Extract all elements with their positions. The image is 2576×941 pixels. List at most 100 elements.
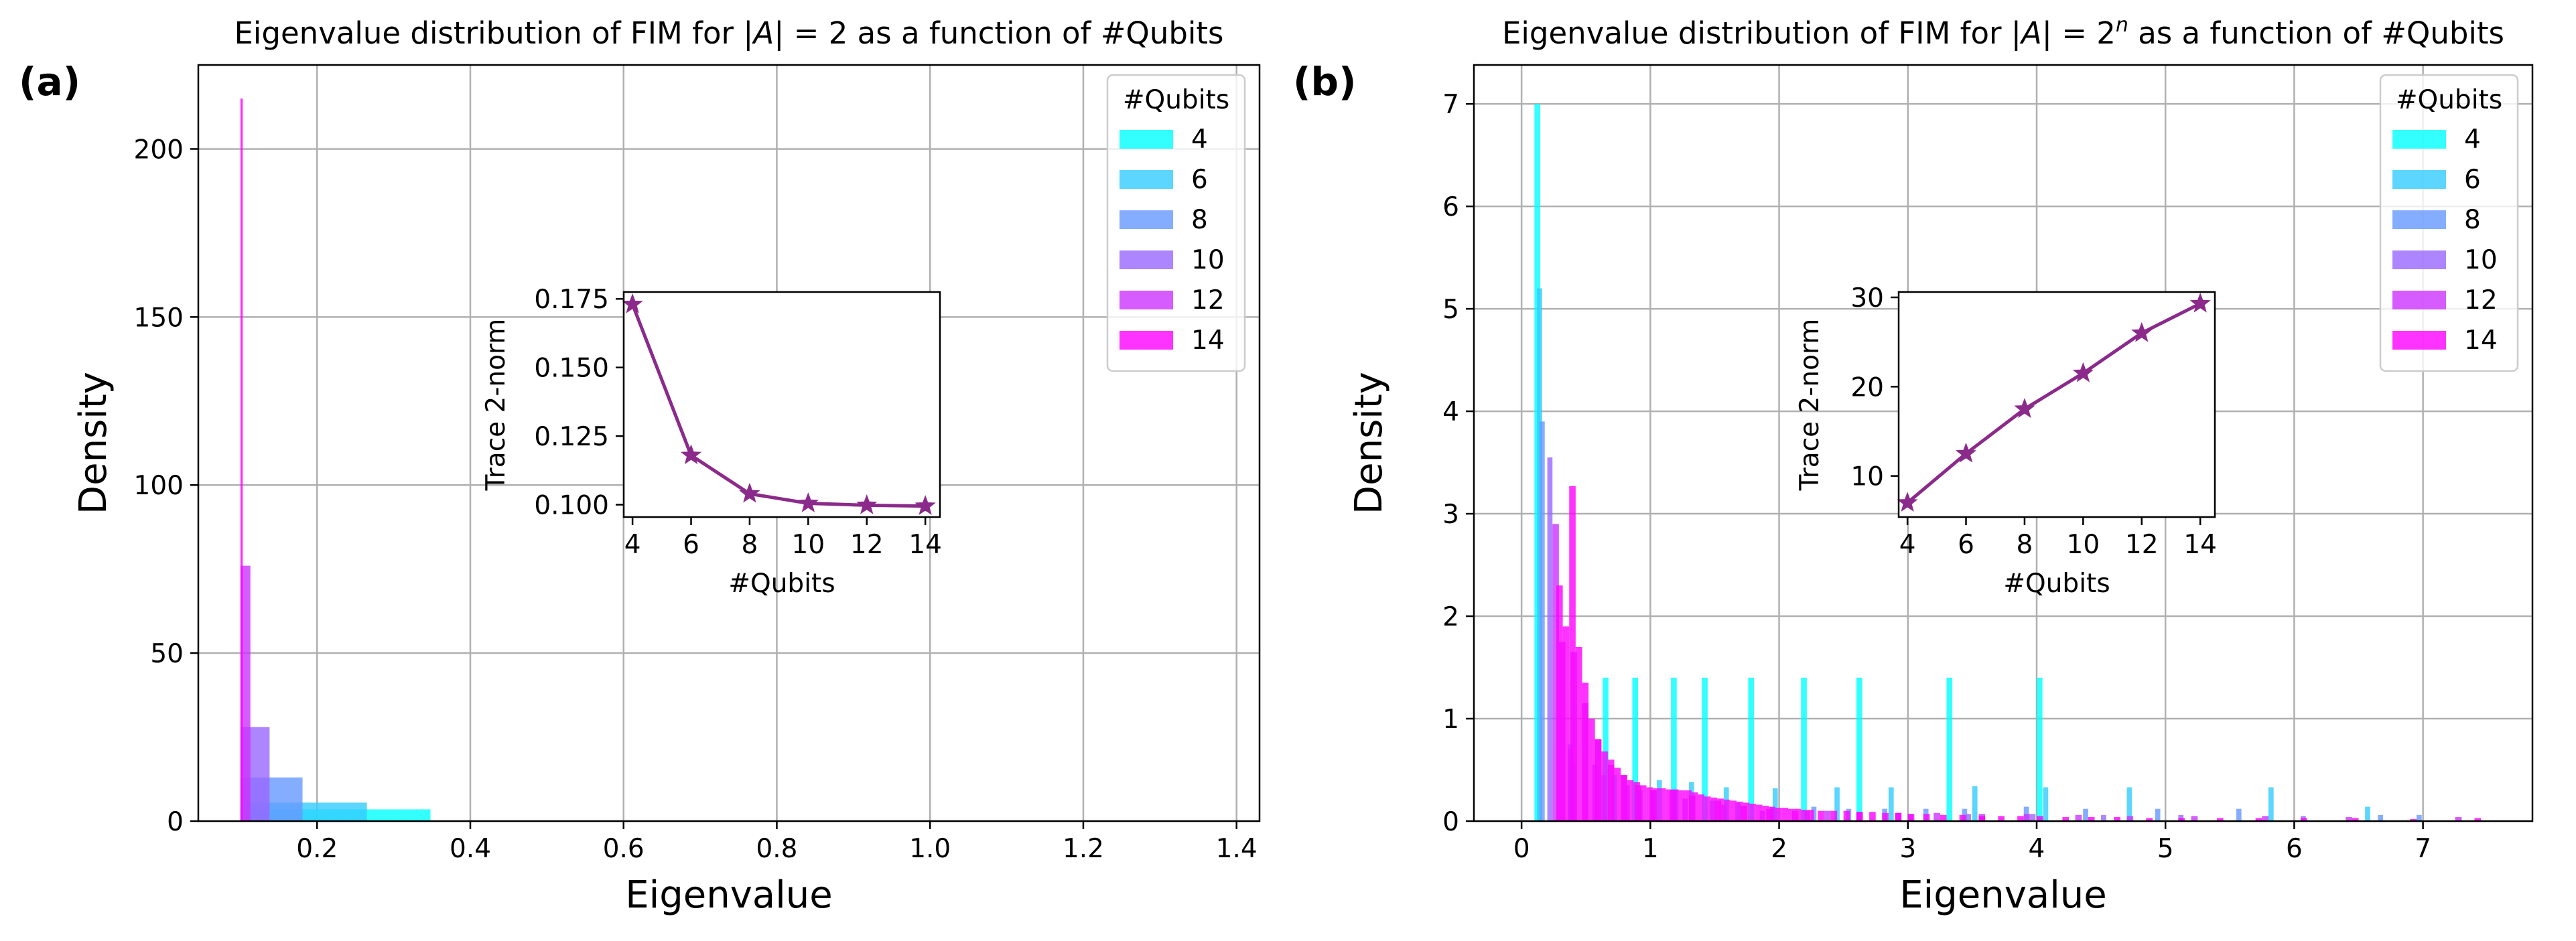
- chart-title: Eigenvalue distribution of FIM for |A| =…: [234, 15, 1223, 51]
- legend-swatch: [2392, 250, 2446, 269]
- y-axis-label: Density: [1347, 372, 1391, 514]
- histogram-bar: [1632, 677, 1639, 821]
- inset-x-axis-label: #Qubits: [728, 569, 835, 599]
- inset-x-tick-label: 10: [2067, 530, 2100, 560]
- histogram-bar: [1552, 524, 1559, 821]
- histogram-bar: [2126, 816, 2134, 821]
- histogram-bar: [1556, 585, 1563, 821]
- histogram-bar: [1730, 800, 1737, 821]
- y-tick-label: 1: [1442, 705, 1459, 735]
- histogram-bar: [1755, 804, 1763, 821]
- histogram-bar: [1749, 803, 1756, 821]
- histogram-bar: [1972, 786, 1978, 821]
- inset-data-point: [622, 293, 643, 313]
- title-variable: A: [2019, 15, 2042, 51]
- histogram-bar: [2178, 818, 2185, 821]
- histogram-bar: [1601, 751, 1608, 821]
- histogram-bar: [1672, 789, 1679, 821]
- histogram-bar: [1603, 677, 1609, 821]
- histogram-bar: [1811, 806, 1817, 821]
- histogram-bar: [1621, 775, 1627, 821]
- y-tick-label: 3: [1442, 500, 1459, 530]
- legend-swatch: [2392, 331, 2446, 350]
- inset-y-tick-label: 0.100: [534, 491, 609, 521]
- legend-swatch: [1120, 170, 1173, 189]
- inset-series-line: [630, 303, 926, 508]
- histogram-bar: [1653, 788, 1659, 821]
- histogram-bars: [1534, 104, 2482, 821]
- series-12-qubits: [240, 565, 251, 821]
- histogram-bar: [1775, 808, 1782, 821]
- inset-x-axis-label: #Qubits: [2003, 569, 2110, 599]
- histogram-bar: [2126, 787, 2132, 821]
- x-tick-label: 7: [2415, 834, 2431, 864]
- histogram-bar: [1540, 421, 1545, 821]
- histogram-bar: [1801, 810, 1808, 821]
- histogram-bar: [1575, 646, 1582, 821]
- histogram-bar: [1856, 812, 1863, 821]
- y-tick-label: 50: [150, 639, 184, 669]
- legend-entry-label: 14: [1191, 325, 1225, 356]
- x-tick-label: 6: [2286, 834, 2303, 864]
- histogram-bar: [1966, 814, 1971, 821]
- histogram-bar: [1704, 796, 1711, 821]
- histogram-bar: [1888, 787, 1894, 821]
- y-tick-label: 150: [134, 303, 184, 333]
- panel-label: (a): [19, 59, 80, 104]
- histogram-bar: [2365, 806, 2370, 821]
- histogram-bar: [2083, 808, 2088, 821]
- histogram-bar: [1562, 626, 1570, 821]
- x-tick-label: 0: [1513, 834, 1530, 864]
- inset-x-tick-label: 12: [850, 530, 884, 560]
- inset-chart: 4 6 8 10 12 14 0.100 0.125 0.150 0.175 #Qubits Trac…: [481, 285, 942, 599]
- title-prefix: Eigenvalue distribution of FIM for |: [234, 15, 753, 51]
- x-tick-label: 1.2: [1063, 834, 1104, 864]
- histogram-bar: [1895, 812, 1902, 821]
- histogram-bar: [2352, 818, 2359, 821]
- series-14-qubits: [1556, 486, 2482, 821]
- histogram-bar: [1769, 806, 1775, 821]
- inset-x-tick-label: 6: [1958, 530, 1974, 560]
- histogram-bar: [240, 98, 243, 822]
- histogram-bar: [1830, 810, 1838, 821]
- histogram-bar: [1824, 810, 1831, 821]
- y-tick-label: 5: [1442, 295, 1459, 325]
- histogram-bar: [1659, 788, 1666, 821]
- inset-series-line: [1906, 302, 2201, 504]
- histogram-bar: [2217, 818, 2224, 821]
- histogram-bar: [1702, 677, 1708, 821]
- legend-entry-label: 14: [2464, 325, 2498, 356]
- histogram-bar: [2378, 814, 2384, 821]
- histogram-bar: [2088, 816, 2095, 821]
- histogram-bar: [1856, 677, 1862, 821]
- histogram-bar: [2036, 816, 2043, 821]
- histogram-bar: [2023, 806, 2029, 821]
- histogram-bar: [1685, 790, 1692, 821]
- legend-swatch: [2392, 130, 2446, 149]
- legend-swatch: [2392, 210, 2446, 229]
- inset-y-axis-label: Trace 2-norm: [481, 319, 511, 492]
- histogram-bar: [2017, 816, 2024, 821]
- legend-swatch: [1120, 291, 1173, 309]
- x-tick-label: 5: [2157, 834, 2174, 864]
- legend-entry-label: 10: [2464, 245, 2498, 275]
- histogram-bar: [1946, 677, 1953, 821]
- histogram-bar: [240, 565, 251, 821]
- inset-x-tick-label: 12: [2125, 530, 2159, 560]
- inset-data-point: [797, 492, 819, 512]
- histogram-bar: [1869, 812, 1876, 821]
- histogram-bar: [2043, 787, 2049, 821]
- histogram-bar: [1633, 782, 1640, 821]
- inset-y-tick-label: 0.175: [534, 285, 609, 315]
- x-tick-label: 3: [1899, 834, 1916, 864]
- histogram-bar: [2262, 816, 2268, 821]
- inset-x-tick-label: 14: [2183, 530, 2217, 560]
- histogram-bar: [1762, 806, 1769, 821]
- x-tick-label: 1.0: [909, 834, 951, 864]
- y-tick-label: 0: [167, 807, 184, 837]
- panel-label: (b): [1293, 59, 1357, 104]
- axes-frame: [1473, 64, 2534, 822]
- title-prefix: Eigenvalue distribution of FIM for |: [1502, 15, 2021, 51]
